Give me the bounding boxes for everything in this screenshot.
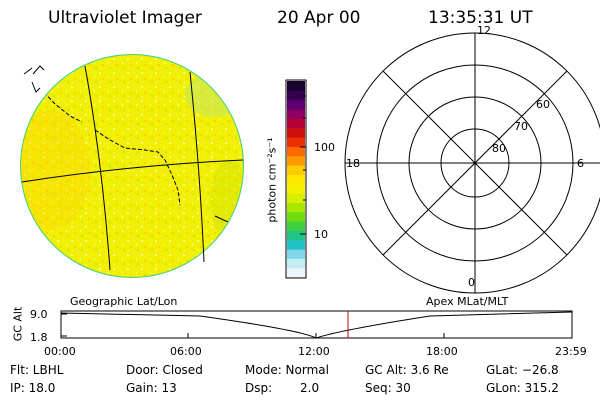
earth-disk-image <box>20 54 244 278</box>
altitude-timeline <box>60 310 573 339</box>
polar-panel-label: Apex MLat/MLT <box>426 295 509 308</box>
colorbar-cell <box>287 90 305 101</box>
polar-label-0: 0 <box>468 276 475 289</box>
footer-ip: IP: 18.0 <box>10 381 56 395</box>
time-label: 13:35:31 UT <box>428 8 533 28</box>
colorbar-cell <box>287 127 305 138</box>
footer-dsp-label: Dsp: <box>245 381 273 395</box>
timeline-x-tick-0000: 00:00 <box>44 345 76 358</box>
colorbar-tick-100: 100 <box>314 141 335 154</box>
colorbar-cell <box>287 267 305 278</box>
colorbar-cell <box>287 174 305 185</box>
footer-seq: Seq: 30 <box>365 381 411 395</box>
colorbar-cell <box>287 258 305 269</box>
timeline-x-tick-1800: 18:00 <box>426 345 458 358</box>
geo-panel-label: Geographic Lat/Lon <box>70 295 178 308</box>
timeline-x-tick-1200: 12:00 <box>298 345 330 358</box>
footer-gain: Gain: 13 <box>126 381 177 395</box>
footer-gc-alt: GC Alt: 3.6 Re <box>365 363 449 377</box>
footer-mode: Mode: Normal <box>245 363 329 377</box>
colorbar-cell <box>287 193 305 203</box>
colorbar-cell <box>287 202 305 213</box>
polar-label-70: 70 <box>514 120 528 133</box>
timeline-y-tick-top: 9.0 <box>30 308 48 321</box>
colorbar <box>285 79 307 279</box>
polar-label-18: 18 <box>346 157 360 170</box>
colorbar-cell <box>287 81 305 91</box>
footer-glat: GLat: −26.8 <box>486 363 559 377</box>
colorbar-cell <box>287 99 305 110</box>
colorbar-cell <box>287 109 305 119</box>
date-label: 20 Apr 00 <box>277 8 361 28</box>
instrument-title: Ultraviolet Imager <box>48 8 202 28</box>
footer-door: Door: Closed <box>126 363 203 377</box>
colorbar-cell <box>287 165 305 175</box>
colorbar-cell <box>287 137 305 147</box>
colorbar-cell <box>287 146 305 157</box>
timeline-y-tick-bottom: 1.8 <box>30 331 48 344</box>
timeline-x-tick-0600: 06:00 <box>170 345 202 358</box>
colorbar-cell <box>287 230 305 241</box>
colorbar-cell <box>287 118 305 129</box>
colorbar-cell <box>287 239 305 250</box>
footer-filter: Flt: LBHL <box>10 363 64 377</box>
colorbar-cell <box>287 183 305 194</box>
colorbar-cell <box>287 221 305 231</box>
colorbar-unit-label: photon cm⁻²s⁻¹ <box>265 137 279 223</box>
colorbar-cell <box>287 249 305 259</box>
footer-dsp-value: 2.0 <box>300 381 320 395</box>
timeline-y-axis-label: GC Alt <box>11 306 25 342</box>
colorbar-cell <box>287 155 305 166</box>
polar-label-80: 80 <box>492 142 506 155</box>
colorbar-tick-10: 10 <box>314 228 328 241</box>
polar-plot <box>344 32 600 294</box>
polar-label-6: 6 <box>577 157 584 170</box>
timeline-x-tick-2359: 23:59 <box>555 345 587 358</box>
footer-glon: GLon: 315.2 <box>486 381 559 395</box>
polar-label-60: 60 <box>536 98 550 111</box>
polar-label-12: 12 <box>477 24 491 37</box>
colorbar-cell <box>287 211 305 222</box>
